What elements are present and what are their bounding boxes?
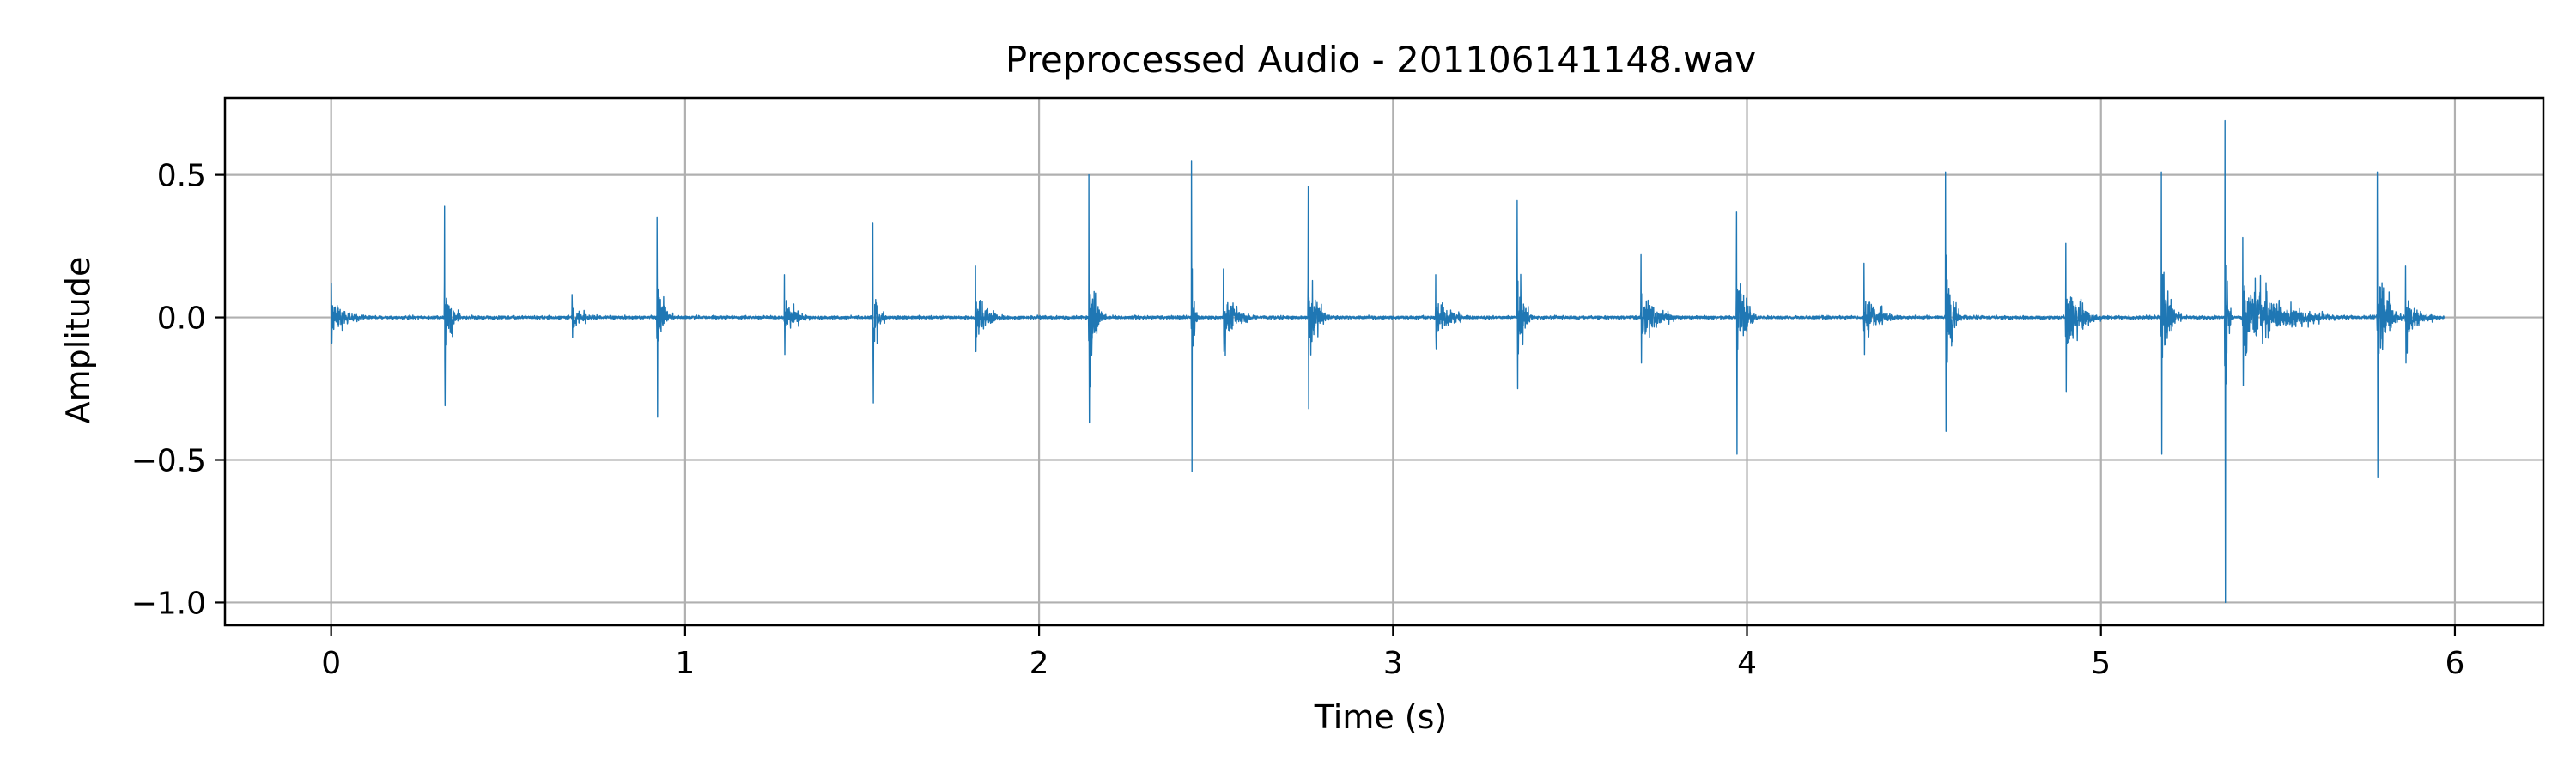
y-tick-label: 0.0 [157, 301, 206, 337]
x-tick-label: 5 [2091, 646, 2111, 681]
x-tick-label: 6 [2445, 646, 2464, 681]
y-axis-label: Amplitude [59, 257, 97, 424]
x-tick-label: 1 [675, 646, 695, 681]
plot-area [331, 119, 2445, 604]
chart-title: Preprocessed Audio - 201106141148.wav [1005, 39, 1756, 81]
y-tick-label: 0.5 [157, 159, 206, 194]
x-tick-label: 2 [1030, 646, 1049, 681]
y-tick-label: −1.0 [131, 586, 206, 621]
x-tick-label: 4 [1737, 646, 1757, 681]
x-tick-label: 3 [1383, 646, 1403, 681]
y-tick-label: −0.5 [131, 444, 206, 479]
axes-frame [223, 96, 2545, 627]
x-tick-label: 0 [321, 646, 341, 681]
ticks: 0 1 2 3 4 5 6 0.5 0.0 −0.5 −1.0 [131, 159, 2465, 681]
x-axis-label: Time (s) [1314, 698, 1448, 736]
waveform-series-line [331, 119, 2445, 604]
